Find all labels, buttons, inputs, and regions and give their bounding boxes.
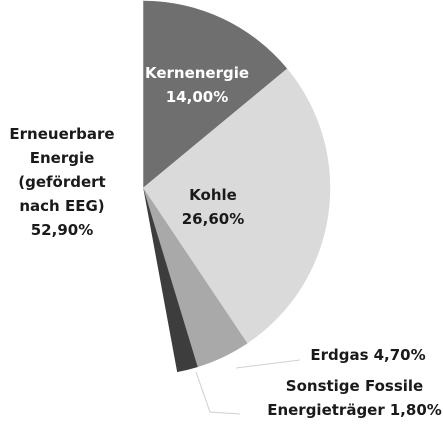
category-label: Kohle (189, 186, 237, 204)
pie-slice (142, 68, 331, 344)
value-label: 1,80% (389, 401, 442, 419)
value-label: 52,90% (30, 221, 94, 239)
slice-label: Kernenergie 14,00% (127, 61, 267, 109)
leader-line (195, 371, 241, 415)
value-label: 4,70% (373, 346, 426, 364)
category-label: Erdgas (310, 346, 369, 364)
slice-label: Sonstige Fossile Energieträger 1,80% (262, 374, 443, 422)
leader-line (235, 359, 301, 369)
pie-slice (0, 0, 178, 376)
value-label: 14,00% (165, 88, 229, 106)
category-label: Kernenergie (144, 64, 250, 82)
category-label: Sonstige Fossile Energieträger (267, 377, 424, 419)
pie-slice (142, 0, 288, 189)
category-label: Erneuerbare Energie (gefördert nach EEG) (9, 125, 115, 215)
slice-label: Kohle 26,60% (143, 183, 283, 231)
value-label: 26,60% (181, 210, 245, 228)
slice-label: Erneuerbare Energie (gefördert nach EEG)… (2, 122, 122, 242)
slice-label: Erdgas 4,70% (278, 343, 443, 367)
